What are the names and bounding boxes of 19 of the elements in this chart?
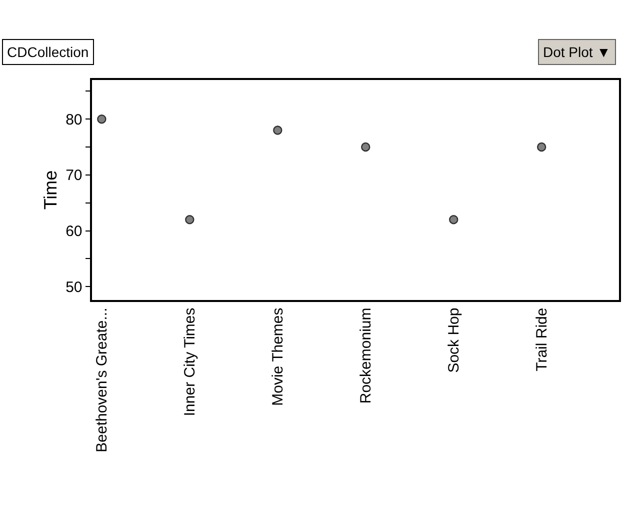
text: Dot Plot ▼ <box>543 44 611 60</box>
point <box>185 214 194 224</box>
y-tick-label: 70 <box>66 167 82 184</box>
chart-title: CDCollection <box>7 44 89 60</box>
y-tick-label: 60 <box>66 223 82 240</box>
y-tick-label: 80 <box>66 111 82 128</box>
point <box>97 114 106 124</box>
point <box>449 214 458 224</box>
y-tick-label: 50 <box>66 278 82 296</box>
y-axis-title: Time <box>40 170 60 210</box>
x-tick-label: Movie Themes <box>270 308 287 406</box>
point <box>273 126 282 135</box>
x-tick-label: Beethoven's Greate... <box>94 308 111 452</box>
point <box>361 142 370 152</box>
x-tick-label: Trail Ride <box>533 308 550 372</box>
x-tick-label: Inner City Times <box>182 308 199 416</box>
x-tick-label: Rockemonium <box>357 308 374 404</box>
point <box>536 142 546 152</box>
x-tick-label: Sock Hop <box>445 308 462 373</box>
